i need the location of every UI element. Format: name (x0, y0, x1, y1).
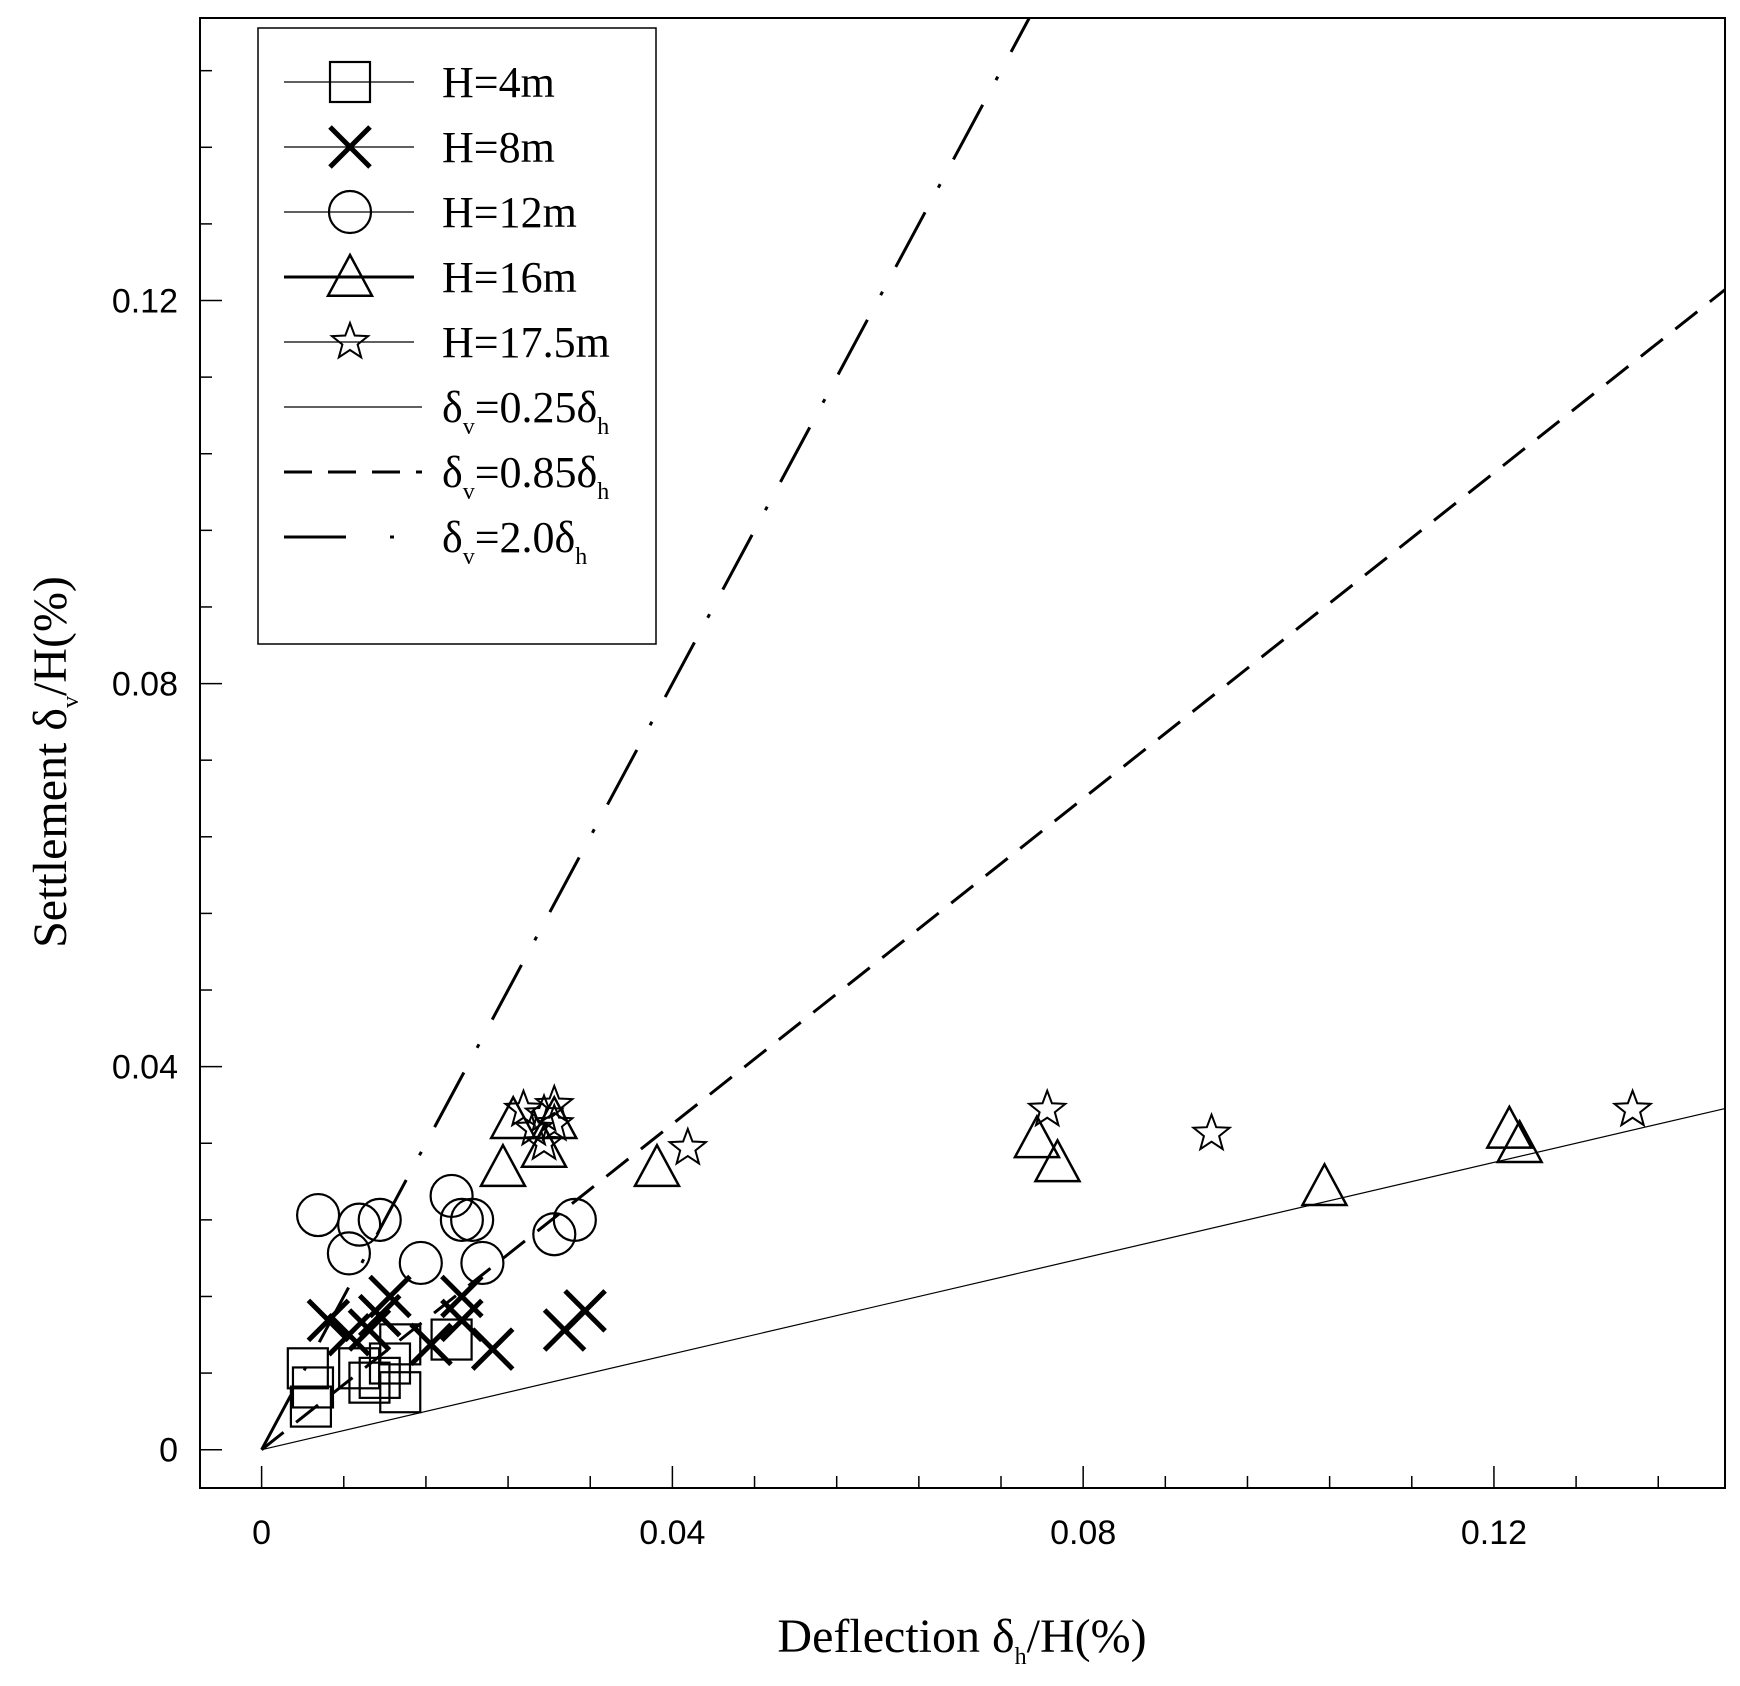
legend-marker-circle (327, 189, 373, 235)
data-point (326, 1231, 372, 1276)
y-tick-label: 0.08 (112, 666, 178, 704)
series-h4m (286, 1318, 473, 1428)
x-tick-label: 0 (252, 1514, 271, 1552)
y-tick-label: 0.12 (112, 283, 178, 321)
legend-box (257, 27, 657, 645)
data-point (379, 1323, 422, 1366)
legend-entry: δv=2.0δh (284, 513, 587, 570)
data-point (523, 1121, 565, 1161)
data-point (552, 1197, 597, 1242)
data-point (289, 1385, 333, 1428)
legend-entry: H=17.5m (284, 318, 610, 367)
data-point (1012, 1113, 1062, 1159)
data-point (667, 1126, 709, 1166)
reference-lines-layer (260, 17, 1726, 1451)
legend-marker-triangle (325, 252, 375, 297)
series-h17_5m (502, 1083, 1654, 1166)
data-point (337, 1202, 382, 1247)
legend-marker-star (329, 320, 371, 360)
legend: H=4m H=8m H=12m H=16m H=17.5m δv=0.25δh δv=0.8… (257, 27, 657, 645)
legend-entry: δv=0.85δh (284, 448, 609, 505)
data-point (368, 1274, 412, 1319)
legend-label: H=16m (442, 253, 577, 302)
legend-entry: δv=0.25δh (284, 383, 609, 440)
plot-frame (199, 17, 1726, 1489)
data-point (1300, 1161, 1349, 1207)
reference-line-slope-2 (260, 17, 1031, 1451)
legend-label: H=17.5m (442, 318, 610, 367)
legend-marker-square (328, 60, 372, 104)
data-points-layer (286, 1083, 1654, 1428)
data-point (450, 1197, 495, 1242)
legend-entry: H=8m (284, 123, 555, 172)
series-h12m (295, 1173, 597, 1286)
legend-label: H=8m (442, 123, 555, 172)
legend-marker-x (328, 125, 372, 169)
tick-layer: 0 0.04 0.08 0.12 0 0.04 0.08 0.12 (112, 69, 1659, 1552)
legend-entry: H=4m (284, 58, 555, 107)
series-h8m (306, 1274, 607, 1371)
y-tick-label: 0.04 (112, 1049, 178, 1087)
legend-entry: H=12m (284, 188, 577, 237)
data-point (379, 1371, 422, 1414)
x-tick-label: 0.04 (639, 1514, 705, 1552)
y-axis-title: Settlement δv/H(%) (24, 576, 84, 948)
data-point (533, 1083, 576, 1123)
data-point (295, 1192, 341, 1238)
legend-label: H=4m (442, 58, 555, 107)
data-point (470, 1327, 515, 1371)
data-point (1190, 1111, 1233, 1152)
reference-line-slope-0_85 (260, 288, 1726, 1451)
data-point (1033, 1137, 1082, 1183)
data-point (409, 1322, 453, 1367)
x-tick-label: 0.08 (1050, 1514, 1116, 1552)
x-axis-title: Deflection δh/H(%) (777, 1610, 1146, 1670)
data-point (502, 1087, 545, 1128)
x-tick-label: 0.12 (1461, 1514, 1527, 1552)
legend-label: H=12m (442, 188, 577, 237)
data-point (430, 1318, 473, 1361)
reference-line-slope-0_25 (261, 1107, 1726, 1451)
data-point (632, 1142, 682, 1188)
data-point (1026, 1087, 1068, 1128)
data-point (306, 1298, 351, 1343)
data-point (398, 1240, 443, 1286)
data-point (1485, 1104, 1534, 1149)
data-point (357, 1197, 402, 1242)
data-point (1495, 1118, 1544, 1164)
data-point (460, 1240, 505, 1286)
data-point (533, 1102, 576, 1142)
y-tick-label: 0 (159, 1432, 178, 1470)
data-point (519, 1123, 569, 1168)
legend-label: δv=0.85δh (442, 448, 609, 505)
data-point (1611, 1087, 1654, 1128)
data-point (563, 1289, 607, 1333)
legend-label: δv=2.0δh (442, 513, 587, 570)
legend-label: δv=0.25δh (442, 383, 609, 440)
legend-entry: H=16m (284, 252, 577, 302)
data-point (439, 1197, 484, 1242)
data-point (478, 1142, 528, 1188)
